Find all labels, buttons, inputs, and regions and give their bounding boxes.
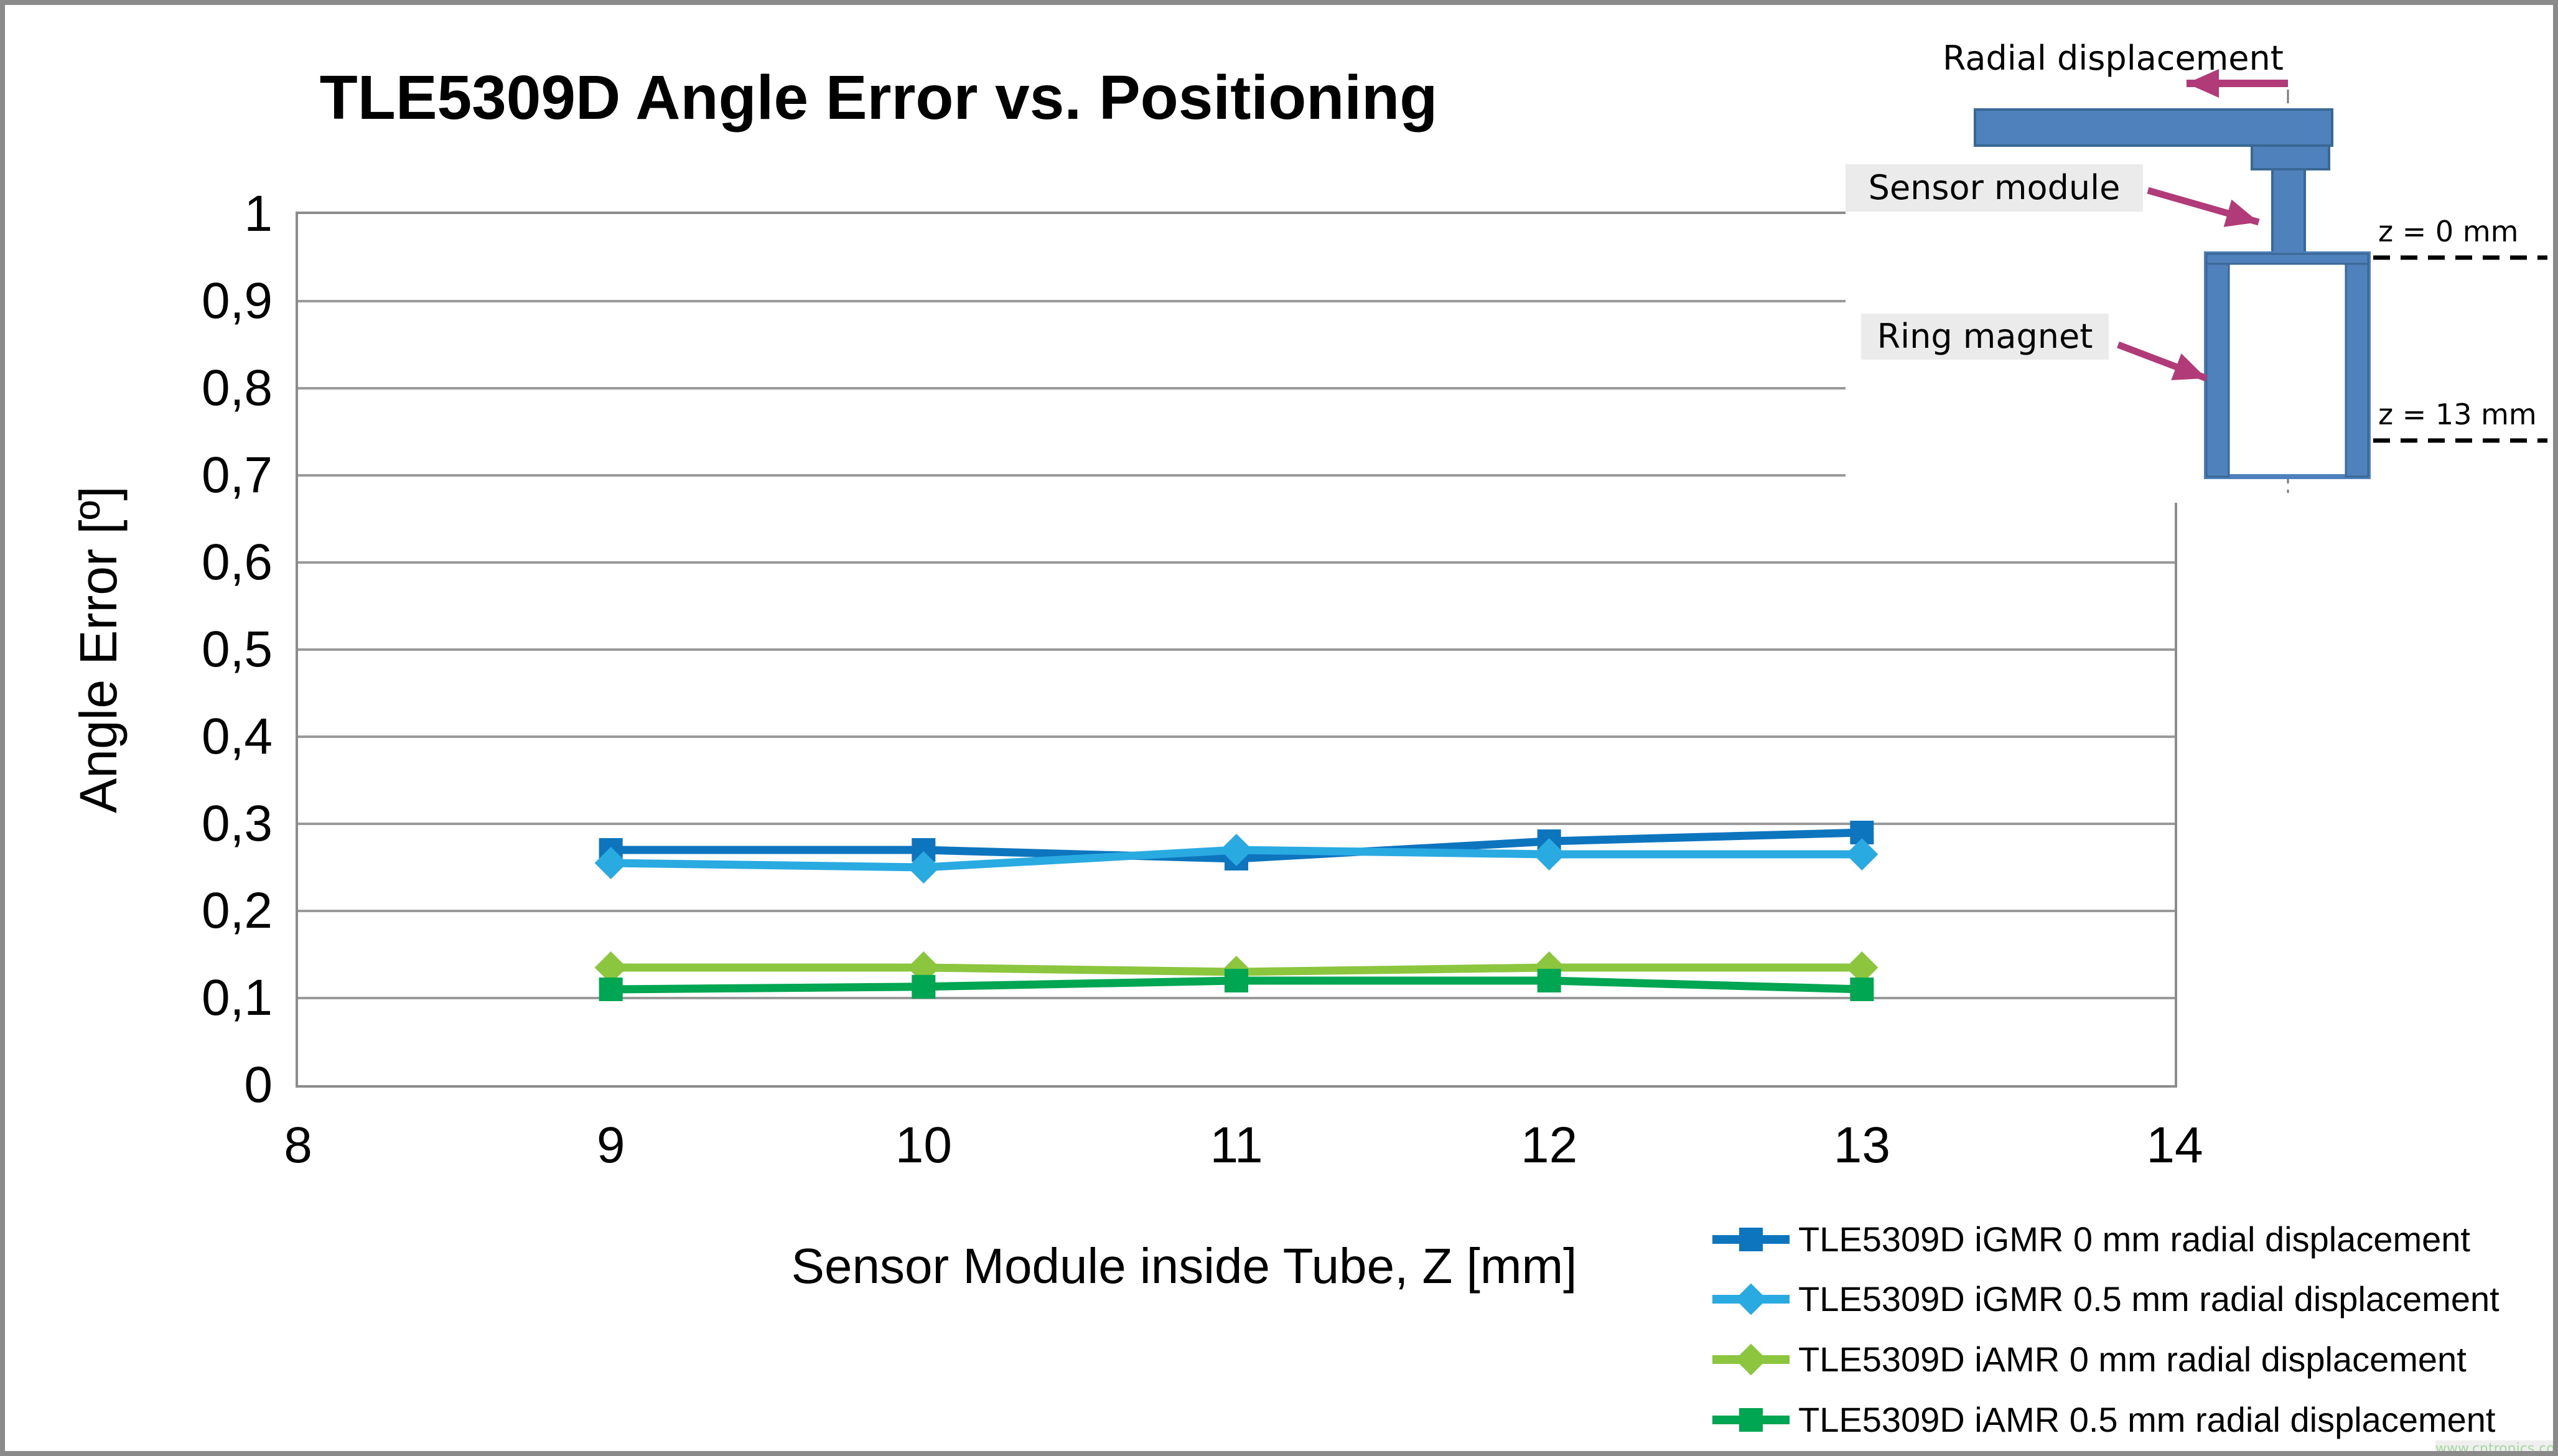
gridline-y-0.8 [298,387,2175,390]
diagram-arm-bar [1974,108,2333,147]
x-tick-label-12: 12 [1521,1117,1578,1174]
legend-item-3: TLE5309D iAMR 0.5 mm radial displacement [1712,1391,2553,1449]
sensor-module-pointer-arrow [2147,187,2260,227]
legend-label: TLE5309D iGMR 0.5 mm radial displacement [1798,1279,2500,1318]
y-tick-label-1: 1 [244,185,273,242]
series-1-marker-0 [594,847,627,879]
diagram-magnet-shell [2204,251,2371,479]
y-tick-label-0,8: 0,8 [202,360,273,416]
ring-magnet-label: Ring magnet [1877,317,2093,356]
gridline-y-0.4 [298,735,2175,738]
series-plot-svg [594,821,1879,1001]
diagram-svg: z = 0 mm z = 13 mm Radial displacement S… [1846,39,2547,494]
x-tick-label-9: 9 [596,1117,625,1174]
y-tick-label-0,3: 0,3 [202,795,273,852]
diagram-sensor-rod [2271,168,2306,259]
ring-magnet-pointer-arrow [2117,341,2208,382]
legend-label: TLE5309D iGMR 0 mm radial displacement [1798,1220,2470,1259]
y-tick-label-0,1: 0,1 [202,969,273,1026]
z13-label: z = 13 mm [2378,398,2537,431]
diagram-magnet-left-wall [2205,253,2230,478]
series-1-marker-2 [1220,834,1253,866]
series-2-marker-1 [907,951,940,984]
ring-magnet-label-bg [1861,314,2109,360]
gridline-y-0.2 [298,910,2175,912]
z0-label: z = 0 mm [2378,215,2518,248]
y-tick-label-0,2: 0,2 [202,882,273,939]
legend-marker-diamond [1735,1283,1767,1315]
series-3-marker-3 [1537,969,1561,992]
diagram-magnet-top-rim [2205,253,2369,265]
series-1-marker-4 [1846,838,1879,870]
series-2-marker-0 [594,951,627,984]
y-tick-label-0,6: 0,6 [202,534,273,590]
gridline-y-0.9 [298,300,2175,302]
series-3-marker-0 [599,978,623,1001]
legend-item-0: TLE5309D iGMR 0 mm radial displacement [1712,1211,2553,1268]
series-3-marker-1 [912,974,936,999]
y-tick-label-0,4: 0,4 [202,708,273,765]
legend-label: TLE5309D iAMR 0.5 mm radial displacement [1798,1400,2496,1439]
series-1-marker-1 [907,851,940,884]
x-axis-title: Sensor Module inside Tube, Z [mm] [791,1238,1577,1294]
y-tick-label-0: 0 [244,1057,273,1113]
chart-title: TLE5309D Angle Error vs. Positioning [319,63,1438,133]
diagram-magnet-right-wall [2345,253,2369,478]
watermark: www.cntronics.com [2435,1440,2558,1456]
x-tick-label-14: 14 [2146,1117,2203,1174]
gridline-y-0.6 [298,561,2175,564]
gridline-y-0.5 [298,648,2175,651]
y-tick-label-0,5: 0,5 [202,621,273,678]
y-tick-label-0,9: 0,9 [202,273,273,329]
sensor-module-label-bg [1846,164,2143,212]
legend-marker-square [1739,1408,1763,1432]
series-3-marker-4 [1850,978,1874,1001]
sensor-module-label: Sensor module [1869,168,2121,207]
legend-marker-diamond [1735,1343,1767,1376]
gridline-y-0.1 [298,997,2175,999]
x-tick-label-11: 11 [1210,1117,1263,1174]
x-tick-label-8: 8 [284,1117,312,1174]
diagram-mount-block [2251,144,2330,170]
gridline-y-0.7 [298,474,2175,477]
series-2-marker-4 [1846,951,1879,984]
legend-label: TLE5309D iAMR 0 mm radial displacement [1798,1340,2467,1379]
inset-diagram: z = 0 mm z = 13 mm Radial displacement S… [1846,10,2553,503]
legend-item-1: TLE5309D iGMR 0.5 mm radial displacement [1712,1271,2553,1328]
series-3-marker-2 [1225,969,1248,992]
legend-marker-square [1739,1228,1763,1251]
x-tick-label-13: 13 [1833,1117,1890,1174]
gridline-y-0.3 [298,823,2175,825]
radial-displacement-label: Radial displacement [1943,39,2284,78]
series-1-marker-3 [1533,838,1566,870]
y-tick-label-0,7: 0,7 [202,447,273,503]
x-tick-label-10: 10 [895,1117,952,1174]
legend-item-2: TLE5309D iAMR 0 mm radial displacement [1712,1331,2553,1388]
